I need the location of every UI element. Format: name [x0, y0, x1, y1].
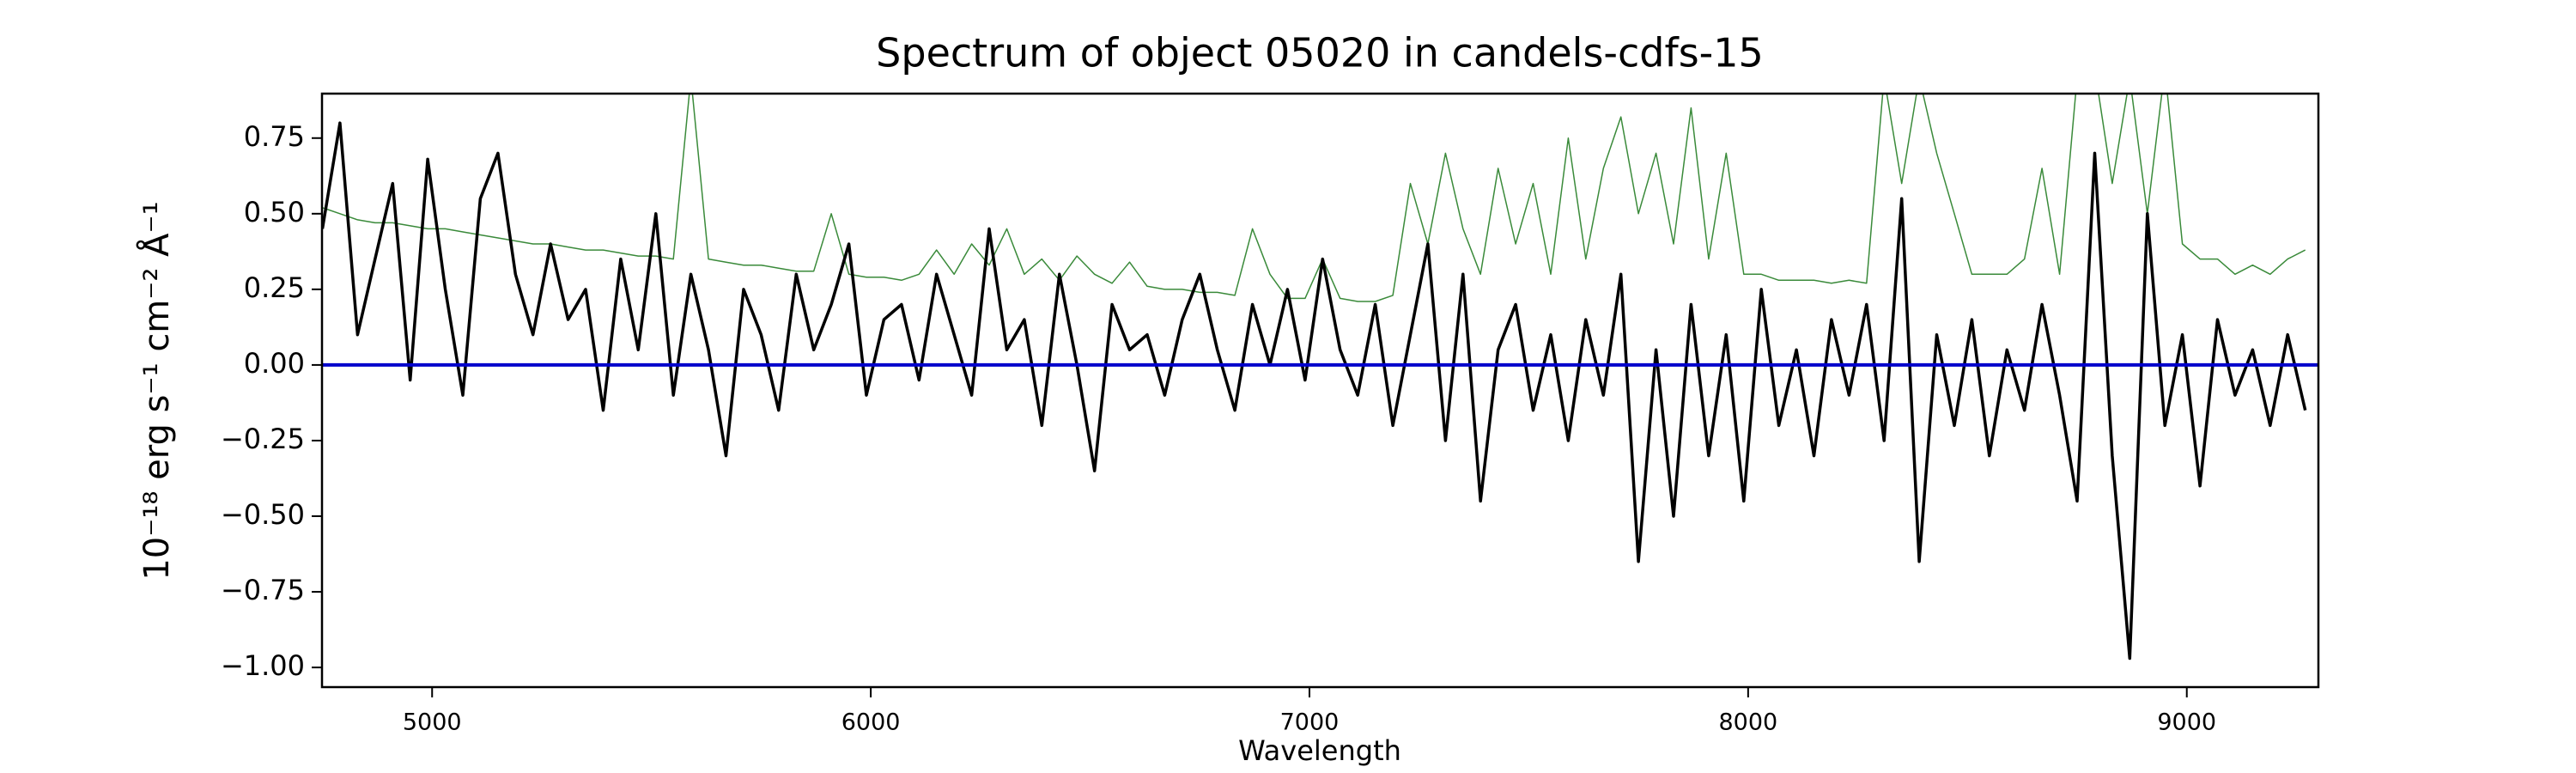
- plot-area: [322, 94, 2318, 660]
- x-axis-label: Wavelength: [1238, 734, 1401, 767]
- x-tick-label: 7000: [1280, 709, 1340, 736]
- y-tick-label: 0.75: [244, 120, 305, 153]
- spectrum-line: [322, 121, 2307, 660]
- y-tick-label: −0.75: [221, 574, 305, 606]
- chart-title: Spectrum of object 05020 in candels-cdfs…: [876, 30, 1764, 76]
- x-tick-label: 6000: [841, 709, 901, 736]
- y-axis-label: 10⁻¹⁸ erg s⁻¹ cm⁻² Å⁻¹: [136, 201, 177, 580]
- y-tick-label: 0.25: [244, 271, 305, 304]
- y-tick-label: −0.50: [221, 498, 305, 531]
- y-tick-label: 0.00: [244, 347, 305, 380]
- x-tick-label: 5000: [403, 709, 462, 736]
- spectrum-line: [322, 94, 2306, 302]
- x-tick-label: 8000: [1719, 709, 1778, 736]
- y-tick-label: −1.00: [221, 649, 305, 682]
- y-tick-label: −0.25: [221, 423, 305, 455]
- y-tick-label: 0.50: [244, 196, 305, 228]
- axes-frame: [320, 92, 2320, 689]
- x-tick-label: 9000: [2157, 709, 2216, 736]
